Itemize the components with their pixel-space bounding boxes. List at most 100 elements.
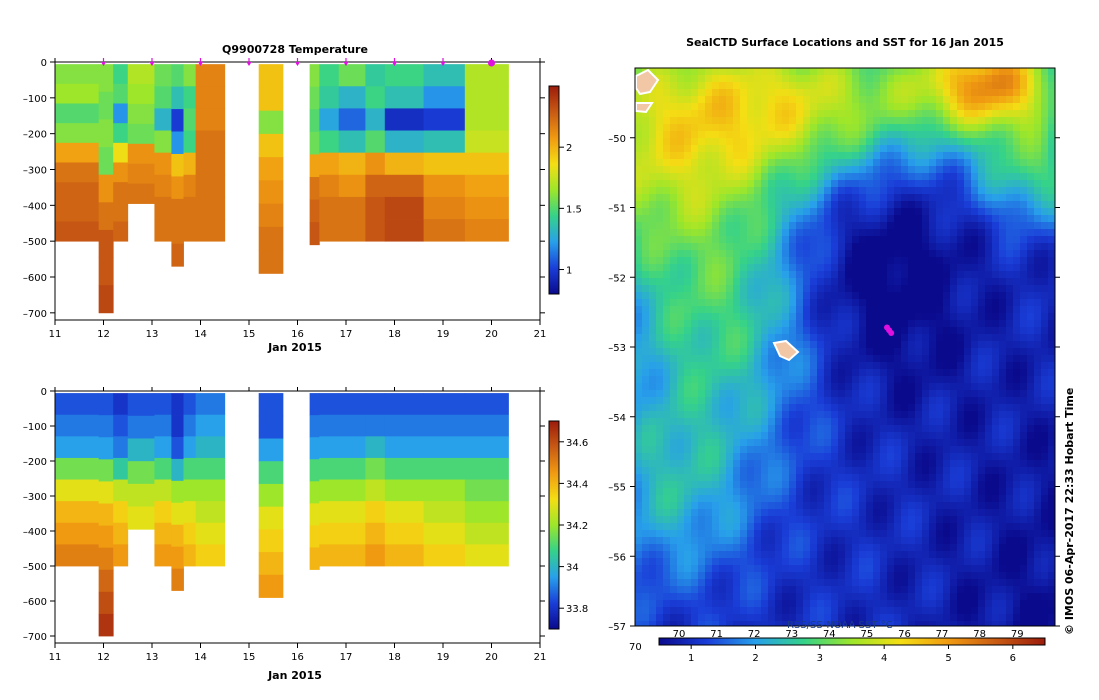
sst-cell [733,285,741,293]
sst-cell [824,362,832,370]
sst-cell [1027,460,1035,468]
sst-cell [817,362,825,370]
sst-cell [894,481,902,489]
sst-cell [852,208,860,216]
sst-cell [754,565,762,573]
sst-cell [978,187,986,195]
sst-cell [831,320,839,328]
sst-cell [999,558,1007,566]
sst-cell [677,369,685,377]
sst-cell [964,558,972,566]
sst-cell [796,159,804,167]
sst-cell [712,376,720,384]
sst-cell [838,572,846,580]
sst-cell [761,397,769,405]
x-tick-label: 13 [146,652,159,663]
sst-cell [740,369,748,377]
sst-cell [999,432,1007,440]
sst-cell [698,89,706,97]
sst-cell [915,89,923,97]
sst-cell [635,334,643,342]
sst-cell [831,439,839,447]
sst-cell [1013,495,1021,503]
sst-cell [733,432,741,440]
sst-cell [1006,145,1014,153]
sst-cell [957,446,965,454]
sst-cell [978,432,986,440]
sst-cell [817,460,825,468]
sst-cell [1006,593,1014,601]
sst-cell [845,110,853,118]
sst-cell [691,278,699,286]
sst-cell [719,89,727,97]
sst-cell [922,124,930,132]
sst-cell [866,537,874,545]
sst-cell [915,124,923,132]
sst-cell [1034,103,1042,111]
sst-cell [950,292,958,300]
sst-cell [971,460,979,468]
sst-cell [712,593,720,601]
sst-cell [1006,257,1014,265]
sst-cell [698,201,706,209]
sst-cell [635,537,643,545]
sst-cell [670,264,678,272]
sst-cell [880,467,888,475]
sst-cell [880,180,888,188]
sst-cell [775,285,783,293]
sst-cell [859,565,867,573]
sst-cell [642,257,650,265]
profile-cell [464,130,509,154]
sst-cell [1013,236,1021,244]
salinity-cells [55,393,509,637]
sst-cell [649,432,657,440]
sst-cell [789,110,797,118]
sst-cell [831,208,839,216]
sst-cell [845,425,853,433]
sst-cell [887,250,895,258]
sst-cell [873,194,881,202]
sst-cell [901,68,909,76]
sst-cell [985,558,993,566]
sst-cell [796,453,804,461]
sst-cell [1041,362,1049,370]
sst-cell [824,89,832,97]
sst-cell [887,362,895,370]
sst-cell [747,131,755,139]
sst-cell [677,481,685,489]
sst-cell [810,306,818,314]
sst-cell [901,404,909,412]
sst-cell [1048,334,1055,342]
sst-cell [943,446,951,454]
sst-cell [649,215,657,223]
sst-cell [957,376,965,384]
sst-cell [810,376,818,384]
sst-cell [831,593,839,601]
sst-cell [810,243,818,251]
sst-cell [803,278,811,286]
sst-cell [831,565,839,573]
sst-cell [789,285,797,293]
sst-cell [817,348,825,356]
sst-cell [866,313,874,321]
profile-cell [98,415,114,438]
sst-cell [712,390,720,398]
sst-cell [859,586,867,594]
sst-cell [1006,285,1014,293]
sst-cell [929,446,937,454]
sst-cell [663,173,671,181]
sst-cell [642,117,650,125]
sst-cell [1013,530,1021,538]
sst-cell [1048,96,1055,104]
sst-cell [1041,75,1049,83]
profile-cell [384,501,424,524]
sst-cell [978,264,986,272]
sst-cell [838,446,846,454]
sst-cell [992,68,1000,76]
sst-cell [901,411,909,419]
sst-cell [796,467,804,475]
sst-cell [649,194,657,202]
sst-cell [831,229,839,237]
sst-cell [775,418,783,426]
sst-cell [992,306,1000,314]
